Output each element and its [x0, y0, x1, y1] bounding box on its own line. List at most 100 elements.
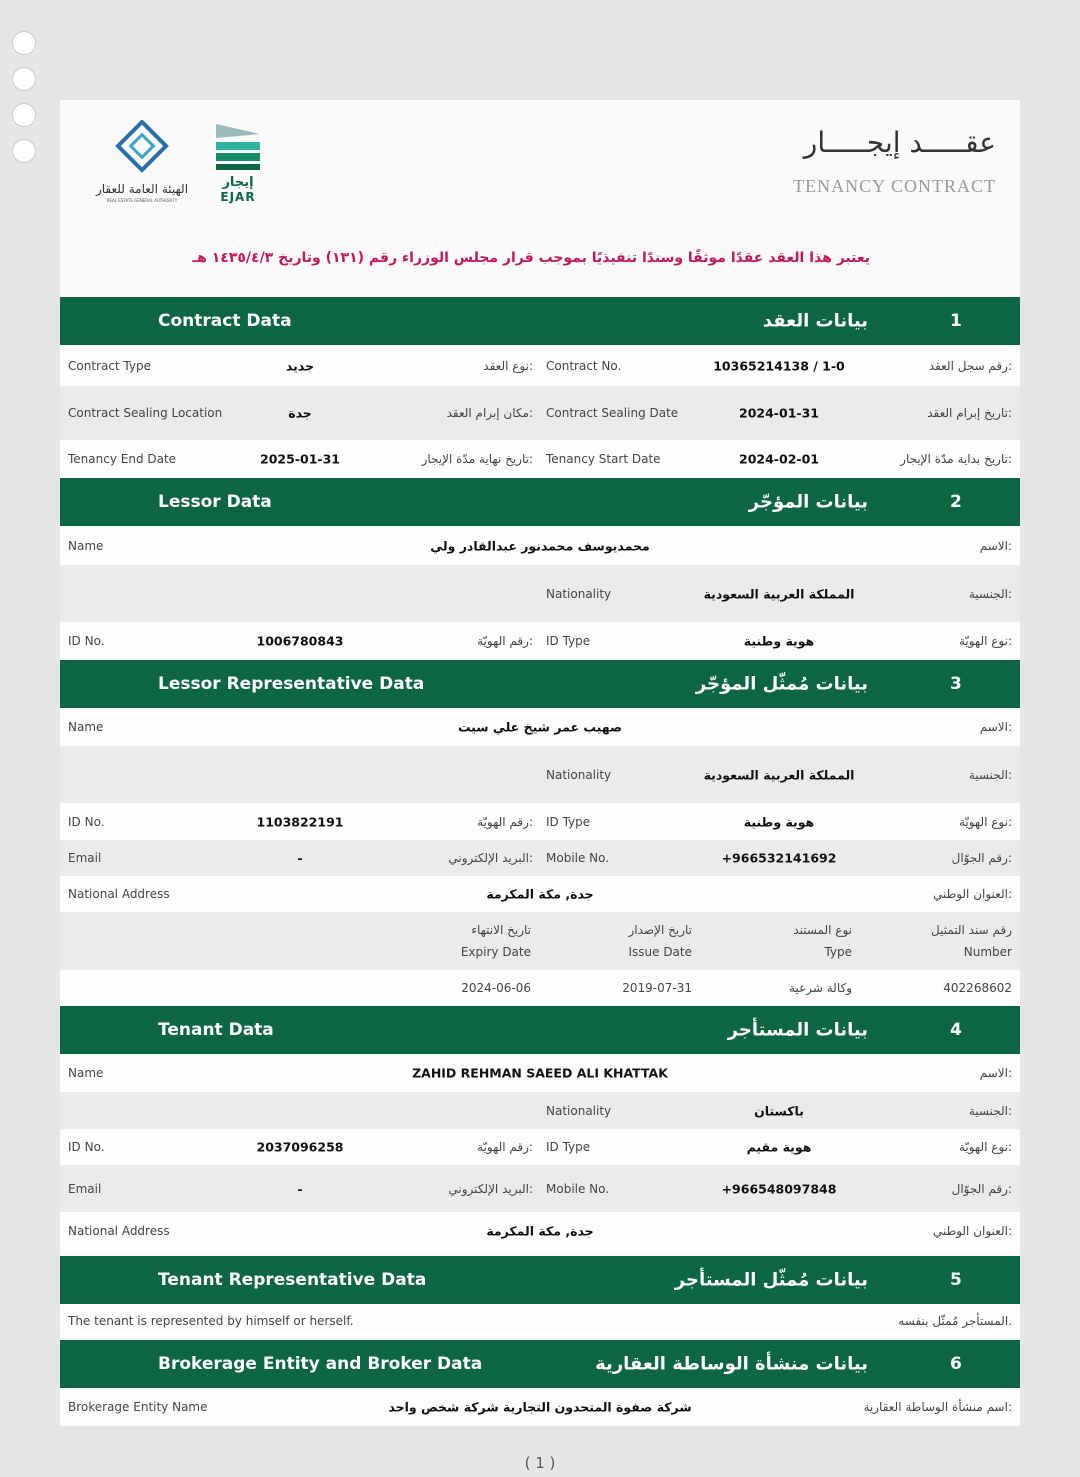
title-arabic: عقـــــد إيجـــــار — [803, 126, 996, 159]
contract-row: Contract Sealing Location جدة مكان إبرام ا… — [60, 386, 1020, 440]
label: Mobile No. — [546, 1181, 610, 1196]
section-title-ar: بيانات مُمثّل المؤجّر — [695, 673, 868, 695]
tenant-id-row: ID No. 2037096258 رقم الهويّة: ID Type هوية… — [60, 1129, 1020, 1165]
section-title-en: Tenant Data — [158, 1020, 274, 1040]
label: البريد الإلكتروني: — [448, 1181, 533, 1196]
label: Number — [963, 945, 1012, 959]
label: رقم سند التمثيل — [931, 923, 1012, 937]
label: تاريخ إبرام العقد: — [927, 406, 1012, 420]
contract-no-value: 10365214138 / 1-0 — [713, 358, 845, 374]
rep-id-row: ID No. 1103822191 رقم الهويّة: ID Type هوية… — [60, 803, 1020, 840]
label: تاريخ الانتهاء — [471, 923, 531, 937]
section-header-tenant-rep: Tenant Representative Data بيانات مُمثّل … — [60, 1256, 1020, 1304]
label: Contract Sealing Location — [68, 406, 223, 420]
rep-address-row: National Address جدة, مكة المكرمة العنوان … — [60, 876, 1020, 912]
label: Nationality — [546, 586, 612, 601]
title-english: TENANCY CONTRACT — [793, 176, 996, 196]
section-title-ar: بيانات المستأجر — [727, 1019, 868, 1041]
tenant-name-value: ZAHID REHMAN SAEED ALI KHATTAK — [412, 1065, 668, 1081]
label: نوع الهويّة: — [958, 814, 1012, 829]
rep-email-value: - — [297, 850, 303, 866]
section-number: 1 — [950, 311, 962, 331]
window-dot[interactable] — [12, 103, 36, 127]
section-header-lessor-rep: Lessor Representative Data بيانات مُمثّل … — [60, 660, 1020, 708]
label: ID No. — [68, 634, 105, 648]
lessor-nationality-row: Nationality المملكة العربية السعودية الجنس… — [60, 565, 1020, 622]
lessor-name-value: محمديوسف محمدنور عبدالقادر ولي — [430, 538, 650, 553]
tenant-id-value: 2037096258 — [256, 1139, 344, 1155]
svg-text:EJAR: EJAR — [220, 190, 255, 204]
label: Name — [68, 720, 104, 734]
rep-nationality-value: المملكة العربية السعودية — [703, 767, 855, 782]
window-dot[interactable] — [12, 31, 36, 55]
label: اسم منشأة الوساطة العقارية: — [863, 1400, 1012, 1414]
brokerage-row: Brokerage Entity Name شركة صفوة المتحدون … — [60, 1388, 1020, 1426]
page-number: ( 1 ) — [524, 1454, 556, 1472]
label: Name — [68, 538, 104, 553]
contract-document: الهيئة العامة للعقار REAL ESTATE GENERAL… — [60, 100, 1020, 1426]
section-title-ar: بيانات مُمثّل المستأجر — [674, 1269, 868, 1291]
window-dot[interactable] — [12, 67, 36, 91]
rep-document-header-row: رقم سند التمثيل Number نوع المستند Type تا… — [60, 912, 1020, 970]
lessor-nationality-value: المملكة العربية السعودية — [703, 586, 855, 601]
label: العنوان الوطني: — [933, 887, 1012, 901]
doc-issue-value: 2019-07-31 — [622, 980, 692, 995]
label: نوع الهويّة: — [958, 634, 1012, 648]
logos: الهيئة العامة للعقار REAL ESTATE GENERAL… — [80, 119, 270, 210]
brokerage-name-value: شركة صفوة المتحدون التجارية شركة شخص واح… — [388, 1399, 692, 1415]
label: Contract No. — [546, 359, 622, 373]
label: نوع المستند — [793, 923, 852, 937]
label: Nationality — [546, 1103, 612, 1118]
section-header-tenant: Tenant Data بيانات المستأجر 4 — [60, 1006, 1020, 1054]
label: National Address — [68, 1224, 170, 1238]
tenant-name-row: Name ZAHID REHMAN SAEED ALI KHATTAK الاسم: — [60, 1054, 1020, 1092]
section-title-ar: بيانات منشأة الوساطة العقارية — [595, 1353, 868, 1375]
label: Issue Date — [628, 945, 692, 959]
start-date-value: 2024-02-01 — [739, 451, 819, 467]
label: الاسم: — [979, 720, 1012, 734]
label: الجنسية: — [968, 767, 1012, 782]
label: Nationality — [546, 767, 612, 782]
section-header-brokerage: Brokerage Entity and Broker Data بيانات م… — [60, 1340, 1020, 1388]
rep-name-value: صهيب عمر شيخ علي سيت — [457, 719, 623, 735]
doc-expiry-value: 2024-06-06 — [461, 980, 531, 995]
section-title-en: Lessor Representative Data — [158, 674, 425, 694]
label: ID Type — [546, 634, 591, 648]
label: Brokerage Entity Name — [68, 1400, 208, 1414]
svg-text:الهيئة العامة للعقار: الهيئة العامة للعقار — [95, 182, 188, 197]
tenant-mobile-value: +966548097848 — [721, 1181, 837, 1196]
label: البريد الإلكتروني: — [448, 851, 533, 865]
label: رقم سجل العقد: — [928, 359, 1012, 373]
section-header-lessor: Lessor Data بيانات المؤجّر 2 — [60, 478, 1020, 526]
label: رقم الجوّال: — [951, 851, 1012, 865]
label: الجنسية: — [968, 1103, 1012, 1118]
rega-logo-icon: الهيئة العامة للعقار REAL ESTATE GENERAL… — [95, 119, 260, 204]
tenant-rep-row: The tenant is represented by himself or … — [60, 1304, 1020, 1338]
label: رقم الهويّة: — [477, 1140, 533, 1154]
lessor-id-row: ID No. 1006780843 رقم الهويّة: ID Type هوية… — [60, 622, 1020, 660]
doc-col-expiry: تاريخ الانتهاء Expiry Date — [461, 919, 531, 963]
label: نوع الهويّة: — [958, 1140, 1012, 1154]
label: العنوان الوطني: — [933, 1224, 1012, 1238]
label: رقم الجوّال: — [951, 1181, 1012, 1196]
label: ID No. — [68, 814, 105, 829]
label: رقم الهويّة: — [477, 634, 533, 648]
window-dot[interactable] — [12, 139, 36, 163]
label: تاريخ نهاية مدّة الإيجار: — [421, 452, 533, 466]
label: الجنسية: — [968, 586, 1012, 601]
label: Contract Type — [68, 359, 151, 373]
section-number: 3 — [950, 674, 962, 694]
section-title-en: Tenant Representative Data — [158, 1270, 427, 1290]
tenant-nationality-value: باكستان — [754, 1103, 804, 1118]
end-date-value: 2025-01-31 — [260, 451, 340, 467]
section-number: 4 — [950, 1020, 962, 1040]
section-title-en: Brokerage Entity and Broker Data — [158, 1354, 483, 1374]
tenant-nationality-row: Nationality باكستان الجنسية: — [60, 1092, 1020, 1129]
tenant-address-row: National Address جدة, مكة المكرمة العنوان … — [60, 1212, 1020, 1250]
label: Email — [68, 851, 102, 865]
tenant-rep-text-en: The tenant is represented by himself or … — [68, 1314, 354, 1328]
label: Mobile No. — [546, 851, 610, 865]
tenant-idtype-value: هوية مقيم — [746, 1139, 812, 1155]
section-number: 2 — [950, 492, 962, 512]
contract-row: Tenancy End Date 2025-01-31 تاريخ نهاية مد… — [60, 440, 1020, 478]
